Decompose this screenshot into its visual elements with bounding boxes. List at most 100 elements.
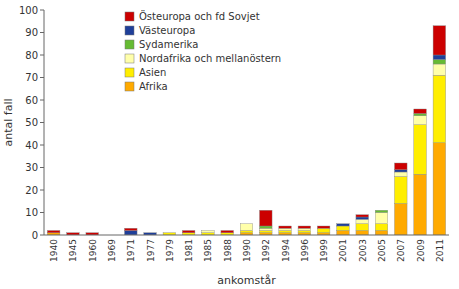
- y-tick-label: 100: [19, 5, 38, 16]
- y-tick: [40, 235, 44, 236]
- legend-swatch: [125, 12, 134, 21]
- legend: Östeuropa och fd SovjetVästeuropaSydamer…: [125, 10, 281, 92]
- x-tick-label: 1999: [319, 239, 329, 262]
- y-tick-label: 0: [32, 230, 38, 241]
- x-tick-label: 1971: [126, 239, 136, 262]
- x-tick-label: 1985: [203, 239, 213, 262]
- legend-swatch: [125, 26, 134, 35]
- x-axis-title: ankomstår: [217, 274, 276, 287]
- y-tick: [40, 212, 44, 213]
- series-bars: [260, 60, 446, 229]
- bar-segment: [337, 223, 350, 224]
- legend-swatch: [125, 40, 134, 49]
- bar-segment: [395, 204, 408, 236]
- bar-segment: [375, 224, 388, 231]
- y-tick: [40, 167, 44, 168]
- legend-label: Sydamerika: [139, 39, 198, 50]
- bar-segment: [125, 228, 138, 230]
- bar-segment: [375, 213, 388, 224]
- bar-segment: [202, 230, 215, 231]
- bar-segment: [298, 228, 311, 230]
- bar-segment: [317, 228, 330, 233]
- y-tick: [40, 122, 44, 123]
- x-tick-label: 1994: [281, 239, 291, 262]
- x-tick-label: 1990: [242, 239, 252, 262]
- bar-segment: [163, 232, 176, 233]
- bar-segment: [433, 143, 446, 235]
- x-tick-label: 2007: [396, 239, 406, 262]
- bar-segment: [240, 231, 253, 233]
- legend-label: Afrika: [139, 81, 168, 92]
- x-tick-label: 2011: [435, 239, 445, 262]
- y-tick-label: 70: [25, 72, 38, 83]
- x-tick-label: 1960: [88, 239, 98, 262]
- bar-segment: [433, 75, 446, 143]
- bar-segment: [260, 231, 273, 233]
- bar-segment: [433, 60, 446, 65]
- bar-segment: [240, 223, 253, 224]
- bar-segment: [240, 223, 253, 224]
- bar-segment: [375, 231, 388, 236]
- y-tick: [40, 145, 44, 146]
- bar-segment: [260, 226, 273, 228]
- bar-segment: [356, 217, 369, 219]
- y-tick-label: 60: [25, 95, 38, 106]
- bar-segment: [125, 231, 138, 236]
- x-tick-label: 1988: [223, 239, 233, 262]
- bar-segment: [202, 230, 215, 231]
- bar-segment: [337, 226, 350, 231]
- bar-segment: [260, 228, 273, 230]
- bar-segment: [433, 26, 446, 55]
- bars: [47, 26, 445, 235]
- x-axis-line: [44, 235, 449, 236]
- x-tick-label: 2003: [358, 239, 368, 262]
- bar-segment: [163, 232, 176, 233]
- bar-segment: [356, 219, 369, 224]
- y-tick: [40, 32, 44, 33]
- bar-segment: [279, 226, 292, 228]
- bar-segment: [279, 231, 292, 233]
- y-tick: [40, 100, 44, 101]
- y-tick-label: 80: [25, 50, 38, 61]
- bar-segment: [279, 228, 292, 230]
- bar-segment: [395, 172, 408, 177]
- bar-segment: [317, 226, 330, 228]
- bar-segment: [414, 174, 427, 235]
- x-tick-label: 2009: [416, 239, 426, 262]
- chart-svg: 0102030405060708090100194019451960196919…: [0, 0, 459, 289]
- x-tick-label: 1981: [184, 239, 194, 262]
- bar-segment: [395, 177, 408, 204]
- bar-segment: [356, 224, 369, 231]
- bar-segment: [375, 210, 388, 212]
- x-tick-label: 1977: [146, 239, 156, 262]
- bar-segment: [202, 230, 215, 231]
- x-tick-label: 2001: [338, 239, 348, 262]
- y-tick: [40, 190, 44, 191]
- bar-segment: [395, 170, 408, 172]
- bar-segment: [433, 64, 446, 75]
- series-bars: [47, 143, 445, 235]
- legend-label: Asien: [139, 67, 166, 78]
- y-tick-label: 90: [25, 27, 38, 38]
- y-tick-label: 10: [25, 207, 38, 218]
- y-tick-label: 20: [25, 185, 38, 196]
- bar-segment: [395, 163, 408, 170]
- y-tick: [40, 10, 44, 11]
- y-axis-title: antal fall: [2, 98, 15, 146]
- legend-label: Västeuropa: [139, 25, 195, 36]
- series-bars: [47, 26, 445, 235]
- x-tick-label: 1940: [49, 239, 59, 262]
- chart-container: 0102030405060708090100194019451960196919…: [0, 0, 459, 289]
- x-tick-label: 1969: [107, 239, 117, 262]
- bar-segment: [182, 231, 195, 233]
- bar-segment: [163, 232, 176, 233]
- bar-segment: [414, 116, 427, 125]
- bar-segment: [47, 231, 60, 233]
- bar-segment: [163, 232, 176, 233]
- series-bars: [202, 64, 446, 233]
- y-axis: 0102030405060708090100: [19, 5, 44, 241]
- y-axis-line: [44, 10, 45, 235]
- y-tick-label: 30: [25, 162, 38, 173]
- bar-segment: [414, 114, 427, 116]
- bar-segment: [356, 231, 369, 236]
